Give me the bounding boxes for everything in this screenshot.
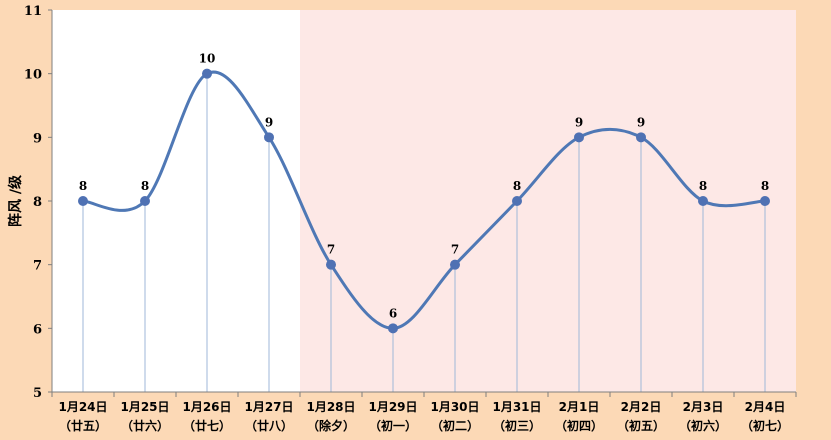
x-tick-label-date: 2月2日 bbox=[621, 400, 662, 414]
plot-area-white bbox=[52, 10, 300, 392]
y-tick-labels: 5 6 7 8 9 10 11 bbox=[24, 4, 42, 401]
x-tick-label-lunar: （初二） bbox=[431, 418, 479, 433]
data-point bbox=[698, 196, 708, 206]
data-point bbox=[326, 259, 336, 270]
data-point bbox=[574, 132, 584, 143]
data-point bbox=[450, 259, 460, 270]
y-tick-label: 6 bbox=[33, 322, 42, 337]
y-tick-label: 11 bbox=[24, 4, 42, 19]
plot-area-holiday-highlight bbox=[300, 10, 796, 392]
x-tick-label-date: 1月25日 bbox=[120, 400, 169, 414]
drop-lines bbox=[82, 73, 766, 392]
data-label: 7 bbox=[327, 243, 335, 257]
data-points bbox=[78, 68, 770, 334]
axes bbox=[48, 9, 797, 397]
data-point bbox=[202, 68, 212, 79]
x-tick-label-date: 1月31日 bbox=[492, 400, 541, 414]
data-point bbox=[78, 196, 88, 206]
x-tick-labels: 1月24日 （廿五） 1月25日 （廿六） 1月26日 （廿七） 1月27日 （廿八） 1月28… bbox=[58, 400, 789, 433]
data-point bbox=[264, 132, 274, 143]
data-label: 10 bbox=[199, 52, 216, 66]
data-label: 7 bbox=[451, 243, 459, 257]
x-tick-label-date: 1月29日 bbox=[368, 400, 417, 414]
data-label: 8 bbox=[79, 179, 87, 193]
x-tick-label-date: 1月24日 bbox=[58, 400, 107, 414]
x-tick-label-lunar: （初六） bbox=[679, 418, 727, 433]
x-tick-label-date: 1月30日 bbox=[430, 400, 479, 414]
y-tick-label: 5 bbox=[33, 386, 42, 401]
x-tick-label-date: 2月3日 bbox=[683, 400, 724, 414]
data-point bbox=[512, 196, 522, 206]
x-tick-label-date: 1月28日 bbox=[306, 400, 355, 414]
data-label: 8 bbox=[699, 179, 707, 193]
y-tick-label: 9 bbox=[33, 131, 42, 146]
x-tick-label-lunar: （除夕） bbox=[307, 418, 355, 433]
x-tick-label-date: 1月26日 bbox=[182, 400, 231, 414]
x-tick-label-date: 2月4日 bbox=[745, 400, 786, 414]
data-label: 8 bbox=[513, 179, 521, 193]
data-point bbox=[388, 323, 398, 334]
data-label: 6 bbox=[389, 306, 397, 320]
x-tick-label-lunar: （廿七） bbox=[183, 418, 231, 433]
data-point bbox=[760, 196, 770, 206]
x-tick-label-lunar: （初三） bbox=[493, 418, 541, 433]
x-tick-label-date: 1月27日 bbox=[244, 400, 293, 414]
x-tick-label-lunar: （初七） bbox=[741, 418, 789, 433]
data-label: 8 bbox=[141, 179, 149, 193]
data-point bbox=[140, 196, 150, 206]
x-tick-label-lunar: （初一） bbox=[369, 418, 417, 433]
data-label: 9 bbox=[637, 115, 645, 129]
x-tick-label-lunar: （廿六） bbox=[121, 418, 169, 433]
data-label: 9 bbox=[265, 115, 273, 129]
data-label: 8 bbox=[761, 179, 769, 193]
data-labels: 8 8 10 9 7 6 7 8 9 9 8 8 bbox=[79, 52, 769, 321]
x-tick-label-lunar: （初五） bbox=[617, 418, 665, 433]
y-tick-label: 8 bbox=[33, 195, 42, 210]
x-tick-label-lunar: （初四） bbox=[555, 418, 603, 433]
x-tick-label-lunar: （廿八） bbox=[245, 418, 293, 433]
y-tick-label: 10 bbox=[24, 68, 42, 83]
data-label: 9 bbox=[575, 115, 583, 129]
x-tick-label-date: 2月1日 bbox=[559, 400, 600, 414]
x-tick-label-lunar: （廿五） bbox=[59, 418, 107, 433]
y-tick-label: 7 bbox=[33, 259, 42, 274]
y-axis-label: 阵风 /级 bbox=[7, 174, 24, 227]
data-point bbox=[636, 132, 646, 143]
